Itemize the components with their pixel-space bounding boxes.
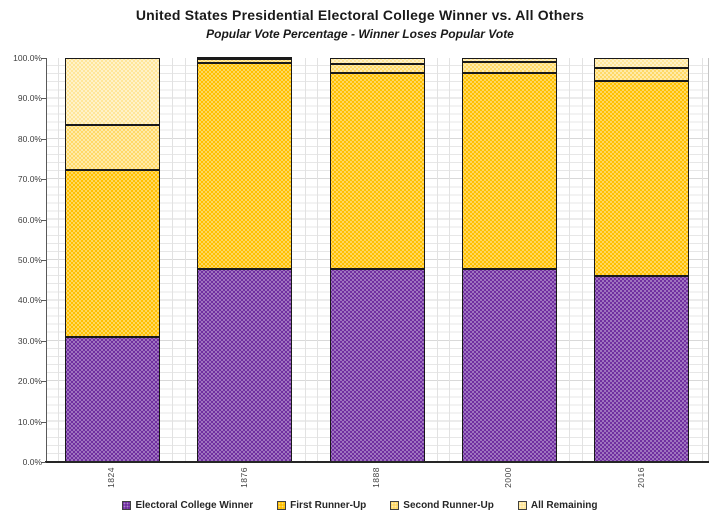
- bar-segment: [329, 58, 425, 64]
- bar-segment: [594, 67, 690, 81]
- vertical-gridline: [449, 58, 451, 462]
- legend-label: First Runner-Up: [290, 500, 367, 511]
- vertical-gridline: [317, 58, 318, 462]
- bar-segment: [329, 72, 425, 269]
- y-axis-tick: [41, 219, 46, 221]
- bar-segment: [594, 58, 690, 68]
- bar-segment: [197, 58, 293, 63]
- vertical-gridline: [581, 58, 583, 462]
- bar-segment: [197, 268, 293, 462]
- y-axis-tick-label: 40.0%: [17, 295, 42, 306]
- y-axis-tick: [41, 58, 46, 59]
- y-axis-tick-label: 60.0%: [17, 214, 42, 225]
- legend-item: Electoral College Winner: [122, 500, 253, 511]
- bar-segment: [461, 268, 557, 462]
- y-axis-tick-label: 30.0%: [17, 335, 42, 346]
- y-axis-tick: [41, 138, 46, 140]
- legend-swatch-icon: [390, 501, 400, 510]
- legend-label: Second Runner-Up: [403, 500, 494, 511]
- y-axis-tick: [41, 260, 46, 261]
- y-axis-tick-label: 0.0%: [22, 457, 42, 467]
- vertical-gridline: [184, 58, 186, 462]
- x-axis-line: [45, 461, 709, 463]
- legend-swatch-icon: [122, 501, 132, 510]
- y-axis-tick: [41, 462, 46, 463]
- bar-segment: [64, 169, 160, 338]
- vertical-gridline: [304, 58, 306, 462]
- chart-legend: Electoral College Winner First Runner-Up S…: [0, 500, 720, 511]
- y-axis-tick: [41, 179, 46, 181]
- x-axis-tick-label: 1824: [106, 467, 117, 488]
- chart-title: United States Presidential Electoral Col…: [135, 7, 585, 23]
- stacked-bar-1888: [329, 58, 425, 462]
- bar-segment: [594, 81, 690, 276]
- legend-item: Second Runner-Up: [390, 500, 494, 511]
- bar-segment: [64, 337, 160, 462]
- bar-segment: [461, 58, 557, 62]
- stacked-bar-1824: [64, 58, 160, 462]
- stacked-bar-2016: [594, 58, 690, 462]
- x-axis-tick-label: 2016: [635, 467, 646, 488]
- bar-segment: [329, 63, 425, 73]
- bar-segment: [594, 275, 690, 462]
- stacked-bar-1876: [197, 56, 293, 462]
- bar-segment: [329, 268, 425, 462]
- y-axis-tick: [41, 340, 46, 342]
- bar-segment: [197, 56, 293, 59]
- y-axis-tick-label: 20.0%: [17, 376, 42, 387]
- y-axis-tick: [41, 421, 46, 423]
- x-axis-tick-label: 2000: [503, 467, 514, 488]
- stacked-bar-2000: [461, 58, 557, 462]
- legend-swatch-icon: [277, 501, 287, 510]
- plot-area: [46, 56, 709, 462]
- y-axis-tick-label: 50.0%: [17, 255, 42, 265]
- vertical-gridline: [569, 58, 571, 462]
- legend-label: Electoral College Winner: [135, 500, 254, 511]
- vertical-gridline: [58, 58, 60, 462]
- vertical-gridline: [172, 58, 174, 462]
- legend-item: First Runner-Up: [277, 500, 366, 511]
- y-axis-tick-label: 100.0%: [13, 53, 42, 63]
- vertical-gridline: [437, 58, 438, 462]
- y-axis-line: [46, 58, 47, 463]
- y-axis-tick-label: 90.0%: [17, 93, 42, 104]
- bar-segment: [461, 73, 557, 269]
- y-axis-tick: [41, 98, 46, 100]
- x-axis-tick-label: 1888: [371, 467, 381, 488]
- y-axis-tick-label: 70.0%: [17, 174, 42, 185]
- legend-item: All Remaining: [517, 500, 598, 511]
- y-axis-tick: [41, 381, 46, 383]
- y-axis-tick-label: 80.0%: [17, 133, 42, 144]
- y-axis-tick: [41, 300, 46, 302]
- bar-segment: [64, 58, 160, 125]
- vertical-gridline: [701, 58, 703, 462]
- bar-segment: [64, 124, 160, 170]
- x-axis-tick-label: 1876: [238, 467, 249, 488]
- legend-label: All Remaining: [530, 500, 598, 511]
- legend-swatch-icon: [517, 501, 527, 510]
- bar-segment: [197, 62, 293, 269]
- bar-segment: [461, 62, 557, 73]
- y-axis-tick-label: 10.0%: [17, 416, 42, 427]
- chart-subtitle: Popular Vote Percentage - Winner Loses P…: [206, 27, 514, 41]
